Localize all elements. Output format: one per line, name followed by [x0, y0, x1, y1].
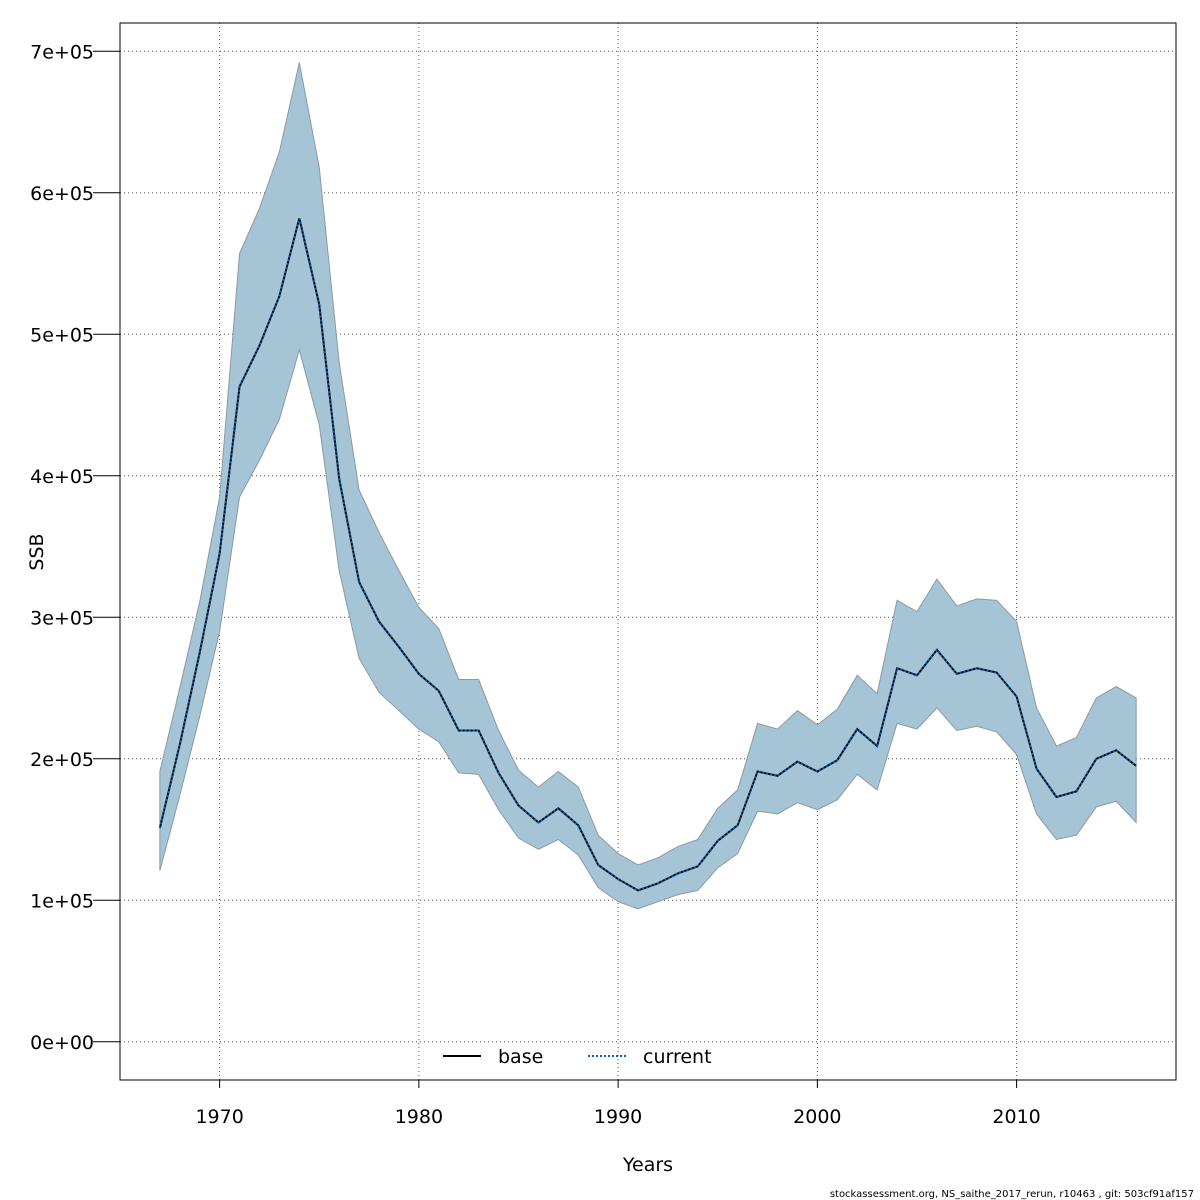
y-tick-label: 4e+05 — [30, 466, 94, 488]
y-tick-label: 5e+05 — [30, 324, 94, 346]
x-tick-label: 2000 — [793, 1106, 841, 1128]
x-tick-label: 1990 — [594, 1106, 642, 1128]
y-tick-label: 0e+00 — [30, 1032, 94, 1054]
series-layer — [158, 218, 1137, 892]
legend-base-label: base — [498, 1046, 543, 1068]
confidence-band — [159, 62, 1137, 910]
footer-credit: stockassessment.org, NS_saithe_2017_reru… — [830, 1189, 1194, 1200]
y-tick-label: 2e+05 — [30, 749, 94, 771]
y-axis-title: SSB — [26, 533, 48, 570]
confidence-band-layer — [159, 62, 1137, 910]
x-tick-label: 1970 — [195, 1106, 243, 1128]
plot-frame — [119, 22, 1177, 1081]
y-tick-label: 6e+05 — [30, 183, 94, 205]
series-line-base — [158, 218, 1137, 892]
legend-current-label: current — [643, 1046, 712, 1068]
y-tick-label: 1e+05 — [30, 890, 94, 912]
legend: base current — [443, 1046, 712, 1068]
x-tick-label: 2010 — [992, 1106, 1040, 1128]
x-axis-title: Years — [622, 1154, 673, 1176]
y-tick-label: 3e+05 — [30, 607, 94, 629]
axes: 1970 1980 1990 2000 2010 0e+00 1e+05 2e+05 3e+05… — [30, 41, 1041, 1128]
x-tick-label: 1980 — [395, 1106, 443, 1128]
y-tick-label: 7e+05 — [30, 41, 94, 63]
